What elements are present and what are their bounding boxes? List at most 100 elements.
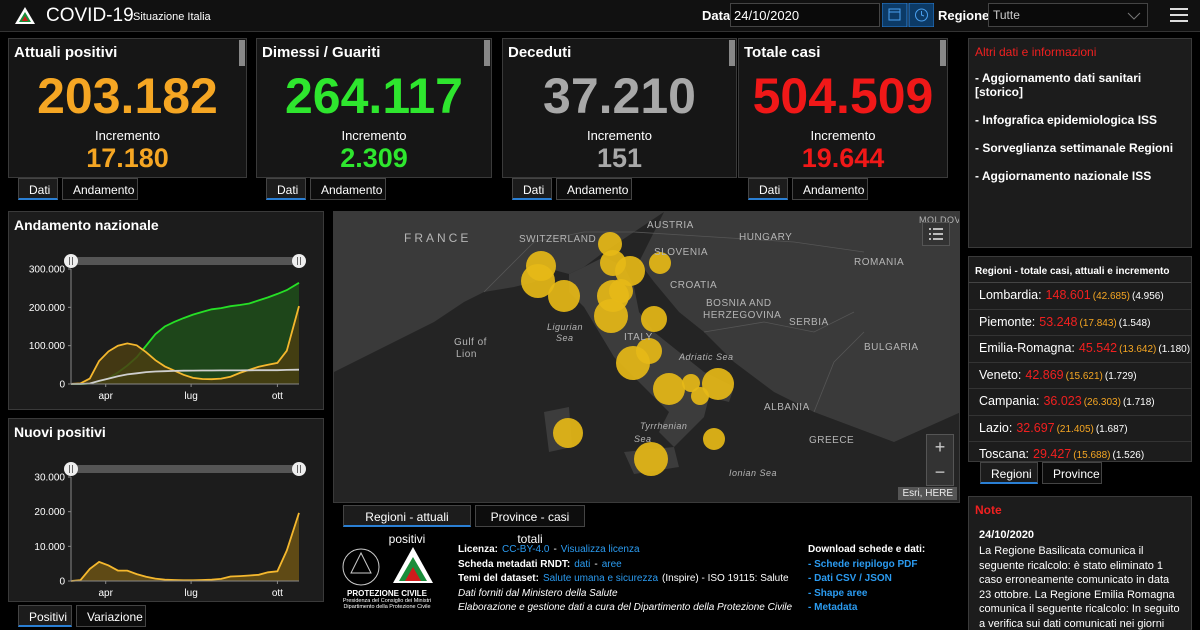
download-link[interactable]: - Shape aree	[808, 587, 868, 599]
tab[interactable]: Positivi	[18, 605, 72, 627]
downloads-title: Download schede e dati:	[808, 544, 926, 555]
region-increment: (1.718)	[1122, 397, 1155, 408]
tab[interactable]: Dati	[18, 178, 58, 200]
region-total: 53.248	[1039, 314, 1078, 329]
tab[interactable]: Regioni	[980, 462, 1038, 484]
y-tick-label: 10.000	[34, 542, 65, 553]
header-bar: COVID-19 Situazione Italia Data 24/10/20…	[0, 0, 1200, 32]
tab[interactable]: Dati	[748, 178, 788, 200]
region-select[interactable]: Tutte	[988, 3, 1148, 27]
footer-text[interactable]: Visualizza licenza	[560, 544, 640, 555]
logo-line: Presidenza del Consiglio dei Ministri	[342, 598, 432, 604]
region-total: 29.427	[1033, 447, 1072, 461]
tab[interactable]: Variazione	[76, 605, 146, 627]
region-increment: (1.729)	[1104, 370, 1137, 382]
region-name: Lazio:	[979, 420, 1013, 435]
increment-label: Incremento	[94, 128, 161, 143]
footer-logos	[342, 547, 433, 586]
map-bubble	[594, 299, 628, 333]
region-total: 32.697	[1016, 420, 1055, 435]
tab[interactable]: Province - casi totali	[475, 505, 585, 546]
layer-list-button[interactable]	[922, 222, 950, 246]
map-label: Sea	[556, 333, 574, 343]
info-link[interactable]: - Aggiornamento dati sanitari [storico]	[975, 71, 1142, 99]
region-increment: (1.180)	[1158, 344, 1191, 355]
region-current: (21.405)	[1056, 423, 1094, 435]
x-tick-label: apr	[98, 391, 113, 402]
notes-text: La Regione Basilicata comunica il seguen…	[979, 545, 1180, 630]
card-value: 264.117	[285, 68, 463, 124]
footer-text[interactable]: CC-BY-4.0	[502, 544, 549, 555]
card-title: Dimessi / Guariti	[262, 44, 381, 61]
region-increment: (1.687)	[1095, 423, 1128, 435]
map-label: Ionian Sea	[729, 468, 777, 478]
increment-label: Incremento	[341, 128, 407, 143]
date-input[interactable]: 24/10/2020	[730, 3, 880, 27]
zoom-control: + −	[926, 434, 954, 486]
map-label: GREECE	[809, 435, 854, 446]
info-list: - Aggiornamento dati sanitari [storico] -…	[975, 71, 1175, 197]
download-link[interactable]: - Metadata	[808, 602, 858, 613]
stat-card: Deceduti 37.210 Incremento 151	[502, 38, 737, 178]
regions-panel: Regioni - totale casi, attuali e increme…	[968, 256, 1192, 462]
region-row: Emilia-Romagna: 45.542 (13.642) (1.180)	[969, 336, 1191, 363]
card-increment: 17.180	[86, 143, 169, 173]
x-tick-label: lug	[184, 588, 197, 599]
list-icon	[929, 228, 943, 240]
map-bubble	[548, 280, 580, 312]
map-label: SLOVENIA	[654, 247, 708, 258]
download-list: - Schede riepilogo PDF - Dati CSV / JSON -…	[808, 558, 958, 616]
tab[interactable]: Andamento	[792, 178, 868, 200]
card-value: 504.509	[752, 68, 934, 124]
map-canvas: FRANCE SWITZERLAND AUSTRIA HUNGARY ROMANIA SL…	[334, 212, 959, 478]
notes-panel: Note 24/10/2020 La Regione Basilicata co…	[968, 496, 1192, 630]
map-label: BOSNIA AND	[706, 298, 772, 309]
zoom-in[interactable]: +	[934, 437, 946, 457]
info-link[interactable]: - Infografica epidemiologica ISS	[975, 113, 1158, 127]
tab[interactable]: Dati	[512, 178, 552, 200]
info-link[interactable]: - Sorveglianza settimanale Regioni	[975, 141, 1174, 155]
chart-panel: Nuovi positivi 0 10.000 20.000 30.000 apr lug o…	[8, 418, 324, 602]
tab[interactable]: Regioni - attuali positivi	[343, 505, 471, 546]
region-current: (17.843)	[1079, 317, 1117, 329]
region-label: Regione	[938, 8, 990, 23]
download-link[interactable]: - Schede riepilogo PDF	[808, 558, 918, 570]
map-bubble	[598, 232, 622, 256]
map-label: CROATIA	[670, 280, 717, 291]
download-link[interactable]: - Dati CSV / JSON	[808, 573, 892, 584]
regions-list: Lombardia: 148.601 (42.685) (4.956) Piemonte…	[969, 283, 1191, 461]
footer-text[interactable]: aree	[601, 558, 622, 570]
x-tick-label: ott	[272, 588, 283, 599]
tab[interactable]: Dati	[266, 178, 306, 200]
card-value: 37.210	[543, 68, 696, 124]
map-bubble	[649, 252, 671, 274]
tab[interactable]: Province	[1042, 462, 1102, 484]
footer-text[interactable]: dati	[574, 558, 591, 570]
map-label: Ligurian	[547, 322, 583, 332]
tab[interactable]: Andamento	[310, 178, 386, 200]
notes-title: Note	[975, 503, 1002, 517]
logo	[15, 7, 35, 24]
tab[interactable]: Andamento	[556, 178, 632, 200]
menu-button[interactable]	[1170, 7, 1188, 23]
tab[interactable]: Andamento	[62, 178, 138, 200]
footer-text[interactable]: Salute umana e sicurezza	[542, 573, 659, 584]
chart: 0 10.000 20.000 30.000 apr lug ott	[34, 462, 306, 599]
date-buttons[interactable]	[882, 3, 934, 27]
card-increment: 19.644	[801, 143, 885, 173]
slider-handle	[64, 254, 78, 268]
notes-date: 24/10/2020	[979, 529, 1035, 541]
map[interactable]: FRANCE SWITZERLAND AUSTRIA HUNGARY ROMANIA SL…	[333, 211, 960, 503]
region-row: Veneto: 42.869 (15.621) (1.729)	[969, 363, 1191, 389]
region-name: Campania:	[979, 394, 1040, 408]
map-bubble	[653, 373, 685, 405]
footer-line: Temi del dataset: Salute umana e sicurezz…	[458, 572, 803, 587]
map-label: Adriatic Sea	[678, 352, 734, 362]
info-link[interactable]: - Aggiornamento nazionale ISS	[975, 169, 1152, 183]
zoom-out[interactable]: −	[934, 462, 946, 482]
card-increment: 151	[596, 143, 643, 173]
range-slider	[71, 465, 299, 473]
region-total: 36.023	[1043, 394, 1082, 408]
app-subtitle: Situazione Italia	[133, 11, 211, 23]
stat-card: Attuali positivi 203.182 Incremento 17.180	[8, 38, 247, 178]
